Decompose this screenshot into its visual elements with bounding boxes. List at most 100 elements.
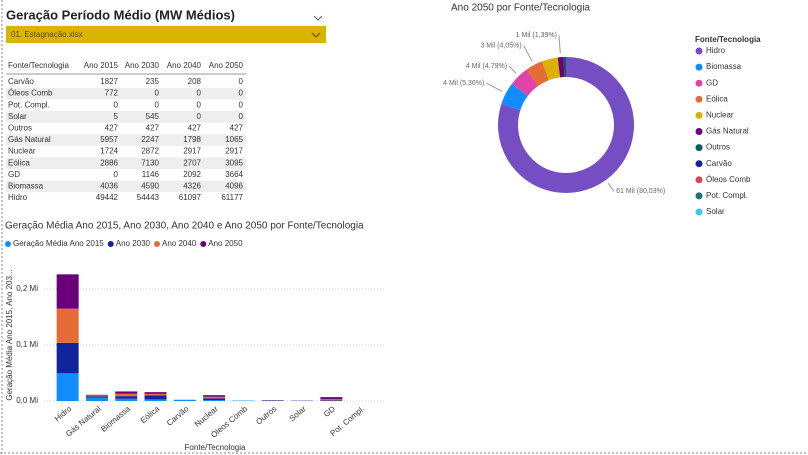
table-header: Ano 2050 (209, 61, 244, 70)
data-label: 4 Mil (4,79%) (466, 63, 507, 70)
bar-segment (320, 400, 343, 401)
table-cell: Pot. Compl. (8, 100, 50, 109)
table-cell: Nuclear (8, 147, 36, 156)
donut-slice (526, 61, 549, 86)
legend-marker (695, 160, 703, 168)
table-cell: 4036 (100, 182, 118, 191)
label-leader (558, 35, 561, 54)
row-stripe (6, 87, 246, 100)
bar-segment (203, 398, 226, 401)
legend-label: Óleos Comb (706, 175, 751, 184)
table-cell: Eólica (8, 158, 30, 167)
x-tick-label: Carvão (165, 404, 191, 428)
chart-title: Geração Média Ano 2015, Ano 2030, Ano 20… (5, 221, 364, 232)
legend-label: Eólica (706, 94, 728, 103)
bar-segment (144, 393, 167, 396)
table-cell: 2872 (141, 147, 159, 156)
bar-segment (320, 399, 343, 401)
legend-label: Solar (706, 207, 725, 216)
selector-box[interactable] (6, 26, 326, 43)
table-cell: 0 (197, 100, 202, 109)
table-cell: 61177 (221, 193, 243, 202)
donut-slice (498, 57, 634, 193)
legend-label: Hidro (706, 46, 726, 55)
table-cell: 4096 (225, 182, 243, 191)
bar-segment (85, 397, 108, 401)
selector-chevron[interactable] (311, 32, 321, 38)
bar-segment (56, 373, 79, 401)
bar-segment (144, 399, 167, 401)
bar-segment (173, 399, 196, 401)
bar-segment (85, 396, 108, 398)
table-cell: 0 (239, 89, 244, 98)
table-cell: 54443 (137, 193, 160, 202)
table-cell: 2247 (141, 135, 159, 144)
x-tick-label: Hidro (53, 404, 74, 424)
bar-segment (85, 394, 108, 396)
legend-label: Nuclear (706, 111, 734, 120)
legend-title: Fonte/Tecnologia (695, 35, 761, 44)
bar-segment (115, 391, 138, 394)
donut-slice (541, 57, 561, 81)
table-cell: Biomassa (8, 182, 44, 191)
y-tick-label: 0,1 Mi (16, 340, 38, 349)
label-leader (486, 82, 503, 92)
table-cell: 49442 (96, 193, 119, 202)
table-cell: 3095 (225, 158, 243, 167)
legend-label: Ano 2040 (162, 239, 197, 248)
bar-segment (203, 400, 226, 401)
selector-text[interactable]: 01. Estagnação.xlsx (11, 30, 83, 39)
table-cell: 3664 (225, 170, 243, 179)
table-cell: 1065 (225, 135, 243, 144)
legend-marker (695, 192, 703, 200)
legend-marker (154, 241, 160, 247)
legend-marker (695, 47, 703, 55)
table-cell: 0 (197, 112, 202, 121)
table-cell: 0 (197, 89, 202, 98)
legend-marker (200, 241, 207, 247)
y-tick-label: 0,2 Mi (16, 284, 38, 293)
x-tick-label: Biomassa (99, 404, 132, 434)
table-cell: Óleos Comb (8, 89, 53, 98)
data-label: 4 Mil (5,36%) (443, 80, 484, 87)
row-stripe (6, 180, 246, 193)
bar-segment (85, 395, 108, 397)
table-cell: Hidro (8, 193, 28, 202)
data-label: 3 Mil (4,05%) (480, 42, 521, 49)
legend-marker (695, 176, 703, 184)
table-cell: 427 (146, 124, 160, 133)
table-cell: 1146 (142, 170, 160, 179)
legend-marker (695, 144, 703, 152)
table-cell: 0 (239, 77, 244, 86)
legend-marker (695, 95, 703, 103)
legend-marker (5, 241, 11, 247)
legend-label: Biomassa (706, 62, 742, 71)
table-cell: Solar (8, 112, 27, 121)
bar-segment (115, 396, 138, 399)
row-stripe (6, 134, 246, 146)
table-cell: 2917 (183, 147, 201, 156)
table-header: Fonte/Tecnologia (8, 61, 69, 70)
table-cell: 427 (230, 124, 244, 133)
legend-label: Geração Média Ano 2015 (13, 239, 104, 248)
x-tick-label: Nuclear (193, 404, 220, 429)
x-tick-label: GD (322, 404, 337, 419)
chevron[interactable] (313, 15, 323, 21)
table-cell: 2886 (100, 158, 118, 167)
bar-segment (56, 342, 79, 374)
table-cell: 0 (114, 170, 119, 179)
table-header: Ano 2040 (167, 61, 202, 70)
table-cell: Outros (8, 124, 32, 133)
table-cell: 545 (146, 112, 160, 121)
row-stripe (6, 111, 246, 123)
legend-label: Gás Natural (706, 127, 749, 136)
x-axis-title: Fonte/Tecnologia (185, 443, 246, 452)
table-cell: 4590 (141, 182, 159, 191)
legend-label: Ano 2030 (116, 239, 151, 248)
table-cell: 2917 (225, 147, 243, 156)
bar-segment (56, 274, 79, 309)
donut-slice (511, 69, 539, 96)
x-tick-label: Outros (254, 404, 278, 426)
x-tick-label: Solar (288, 404, 308, 423)
legend-marker (695, 128, 703, 135)
